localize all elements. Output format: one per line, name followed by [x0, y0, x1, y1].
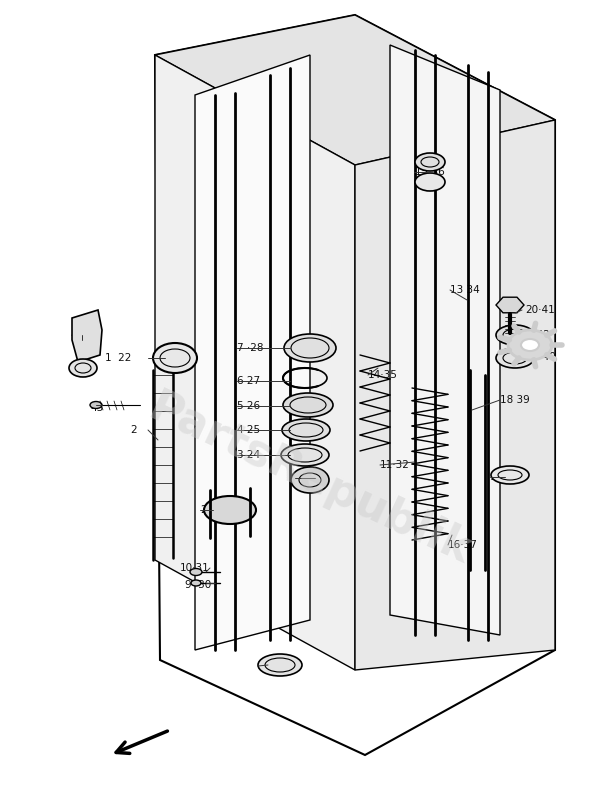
- Text: PartsRepublik: PartsRepublik: [142, 386, 478, 573]
- Text: 8 29: 8 29: [295, 470, 318, 480]
- Polygon shape: [195, 55, 310, 650]
- Text: 2: 2: [130, 425, 137, 435]
- Text: 17 38: 17 38: [490, 472, 520, 482]
- Polygon shape: [496, 297, 524, 312]
- Text: 11·32: 11·32: [380, 460, 410, 470]
- Ellipse shape: [284, 334, 336, 362]
- Ellipse shape: [282, 419, 330, 441]
- Ellipse shape: [258, 654, 302, 676]
- Ellipse shape: [496, 348, 534, 368]
- Text: 15 36: 15 36: [415, 167, 445, 177]
- Text: 21·42: 21·42: [520, 330, 550, 340]
- Text: 7 ·28: 7 ·28: [237, 343, 263, 353]
- Text: 12 33: 12 33: [258, 661, 288, 671]
- Polygon shape: [155, 55, 355, 670]
- Ellipse shape: [153, 343, 197, 373]
- Text: 9  30: 9 30: [185, 580, 211, 590]
- Text: 3 24: 3 24: [237, 450, 260, 460]
- Polygon shape: [355, 120, 555, 670]
- Text: 14·35: 14·35: [368, 370, 398, 380]
- Text: 6 27: 6 27: [237, 376, 260, 386]
- Text: 23: 23: [200, 505, 213, 515]
- Ellipse shape: [283, 393, 333, 417]
- Text: 5 26: 5 26: [237, 401, 260, 411]
- Ellipse shape: [291, 467, 329, 493]
- Text: 44: 44: [70, 330, 83, 340]
- Ellipse shape: [204, 496, 256, 524]
- Ellipse shape: [491, 466, 529, 484]
- Ellipse shape: [508, 330, 552, 360]
- Ellipse shape: [191, 580, 201, 586]
- Text: 1  22: 1 22: [105, 353, 131, 363]
- Ellipse shape: [496, 325, 534, 345]
- Ellipse shape: [281, 444, 329, 466]
- Text: 10·31: 10·31: [180, 563, 210, 573]
- Text: 43: 43: [90, 403, 103, 413]
- Polygon shape: [72, 310, 102, 362]
- Ellipse shape: [415, 173, 445, 191]
- Polygon shape: [390, 45, 500, 635]
- Text: 19·40: 19·40: [527, 352, 557, 362]
- Text: 13 34: 13 34: [450, 285, 480, 295]
- Text: 20·41: 20·41: [525, 305, 555, 315]
- Text: 4 25: 4 25: [237, 425, 260, 435]
- Ellipse shape: [415, 153, 445, 171]
- Polygon shape: [155, 15, 555, 755]
- Text: 18 39: 18 39: [500, 395, 530, 405]
- Ellipse shape: [190, 569, 202, 576]
- Ellipse shape: [521, 339, 539, 351]
- Polygon shape: [155, 15, 555, 165]
- Ellipse shape: [90, 402, 102, 408]
- Ellipse shape: [69, 359, 97, 377]
- Text: 16·37: 16·37: [448, 540, 478, 550]
